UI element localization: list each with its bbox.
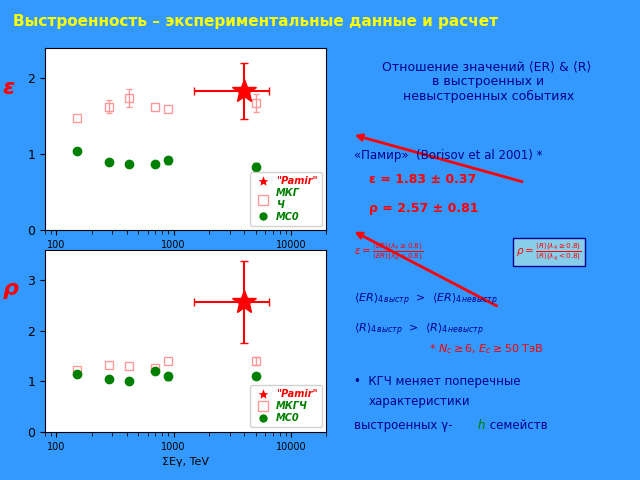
Text: $\varepsilon = \frac{\langle ER\rangle(\lambda_4 \geq 0.8)}{\langle ER\rangle(\l: $\varepsilon = \frac{\langle ER\rangle(\… <box>354 241 423 263</box>
X-axis label: ΣEγ, TeV: ΣEγ, TeV <box>162 457 209 467</box>
Text: $\langle ER\rangle_{4\,выстр}$  >  $\langle ER\rangle_{4\,невыстр}$: $\langle ER\rangle_{4\,выстр}$ > $\langl… <box>354 291 498 308</box>
Text: Выстроенность – экспериментальные данные и расчет: Выстроенность – экспериментальные данные… <box>13 13 498 29</box>
Text: ε: ε <box>3 78 15 97</box>
Text: характеристики: характеристики <box>369 395 470 408</box>
Text: «Памир»  (Borisov et al 2001) *: «Памир» (Borisov et al 2001) * <box>354 149 543 162</box>
Text: h: h <box>477 419 485 432</box>
Text: семейств: семейств <box>486 419 548 432</box>
Text: Отношение значений ⟨ER⟩ & ⟨R⟩
 в выстроенных и
 невыстроенных событиях: Отношение значений ⟨ER⟩ & ⟨R⟩ в выстроен… <box>381 60 591 103</box>
Text: $\rho = \frac{\langle R\rangle(\lambda_4 \geq 0.8)}{\langle R\rangle(\lambda_4 <: $\rho = \frac{\langle R\rangle(\lambda_4… <box>516 241 582 263</box>
Text: •  КГЧ меняет поперечные: • КГЧ меняет поперечные <box>354 375 520 388</box>
Legend: "Pamir", МКГ
Ч, МС0: "Pamir", МКГ Ч, МС0 <box>250 172 321 226</box>
Text: выстроенных γ-: выстроенных γ- <box>354 419 452 432</box>
X-axis label: ΣEγ, TeV: ΣEγ, TeV <box>162 256 209 265</box>
Text: ε = 1.83 ± 0.37: ε = 1.83 ± 0.37 <box>369 173 476 186</box>
Text: ρ = 2.57 ± 0.81: ρ = 2.57 ± 0.81 <box>369 202 478 215</box>
Text: $\langle R\rangle_{4\,выстр}$  >  $\langle R\rangle_{4\,невыстр}$: $\langle R\rangle_{4\,выстр}$ > $\langle… <box>354 322 484 338</box>
Legend: "Pamir", МКГЧ, МС0: "Pamir", МКГЧ, МС0 <box>250 385 321 427</box>
Text: ρ: ρ <box>3 279 19 299</box>
Text: * $N_c \geq 6$, $E_c \geq 50$ ТэВ: * $N_c \geq 6$, $E_c \geq 50$ ТэВ <box>429 342 543 356</box>
